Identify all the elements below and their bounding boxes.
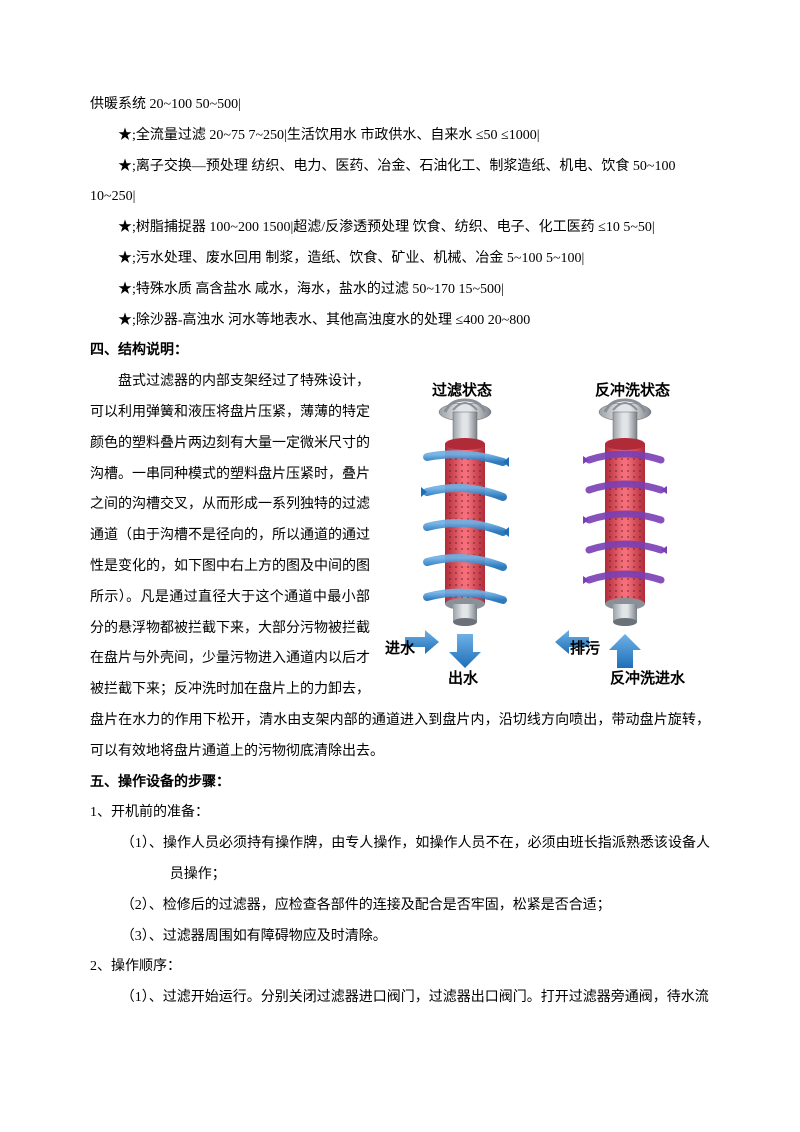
step2-item-1: （1）、过滤开始运行。分别关闭过滤器进口阀门，过滤器出口阀门。打开过滤器旁通阀，… <box>90 983 710 1014</box>
label-drain: 排污 <box>570 632 600 665</box>
label-outlet: 出水 <box>448 662 478 695</box>
bullet-3: ★;树脂捕捉器 100~200 1500|超滤/反渗透预处理 饮食、纺织、电子、… <box>90 213 710 244</box>
page: 供暖系统 20~100 50~500| ★;全流量过滤 20~75 7~250|… <box>0 0 800 1054</box>
label-backwash-inlet: 反冲洗进水 <box>610 662 685 695</box>
step2: 2、操作顺序： <box>90 952 710 983</box>
bullet-0: ★;全流量过滤 20~75 7~250|生活饮用水 市政供水、自来水 ≤50 ≤… <box>90 121 710 152</box>
label-filter-state: 过滤状态 <box>432 374 492 407</box>
line-top: 供暖系统 20~100 50~500| <box>90 90 710 121</box>
section-4-title: 四、结构说明： <box>90 336 710 367</box>
label-backwash-state: 反冲洗状态 <box>595 374 670 407</box>
right-filter-icon <box>555 400 667 668</box>
step1-item-3: （3）、过滤器周围如有障碍物应及时清除。 <box>90 922 710 953</box>
bullet-4: ★;污水处理、废水回用 制浆，造纸、饮食、矿业、机械、冶金 5~100 5~10… <box>90 244 710 275</box>
step1: 1、开机前的准备： <box>90 798 710 829</box>
diagram-svg <box>380 372 710 692</box>
section-5-title: 五、操作设备的步骤： <box>90 768 710 799</box>
bullet-2: 10~250| <box>90 182 710 213</box>
left-filter-icon <box>405 400 509 668</box>
section-4-body-wrap: 过滤状态 反冲洗状态 进水 出水 排污 反冲洗进水 <box>90 367 710 767</box>
filter-diagram: 过滤状态 反冲洗状态 进水 出水 排污 反冲洗进水 <box>380 372 710 692</box>
step1-item-2: （2）、检修后的过滤器，应检查各部件的连接及配合是否牢固，松紧是否合适； <box>90 891 710 922</box>
bullet-6: ★;除沙器-高浊水 河水等地表水、其他高浊度水的处理 ≤400 20~800 <box>90 306 710 337</box>
label-inlet: 进水 <box>385 632 415 665</box>
step1-item-1: （1）、操作人员必须持有操作牌，由专人操作，如操作人员不在，必须由班长指派熟悉该… <box>90 829 710 891</box>
bullet-5: ★;特殊水质 高含盐水 咸水，海水，盐水的过滤 50~170 15~500| <box>90 275 710 306</box>
bullet-1: ★;离子交换—预处理 纺织、电力、医药、冶金、石油化工、制浆造纸、机电、饮食 5… <box>90 152 710 183</box>
